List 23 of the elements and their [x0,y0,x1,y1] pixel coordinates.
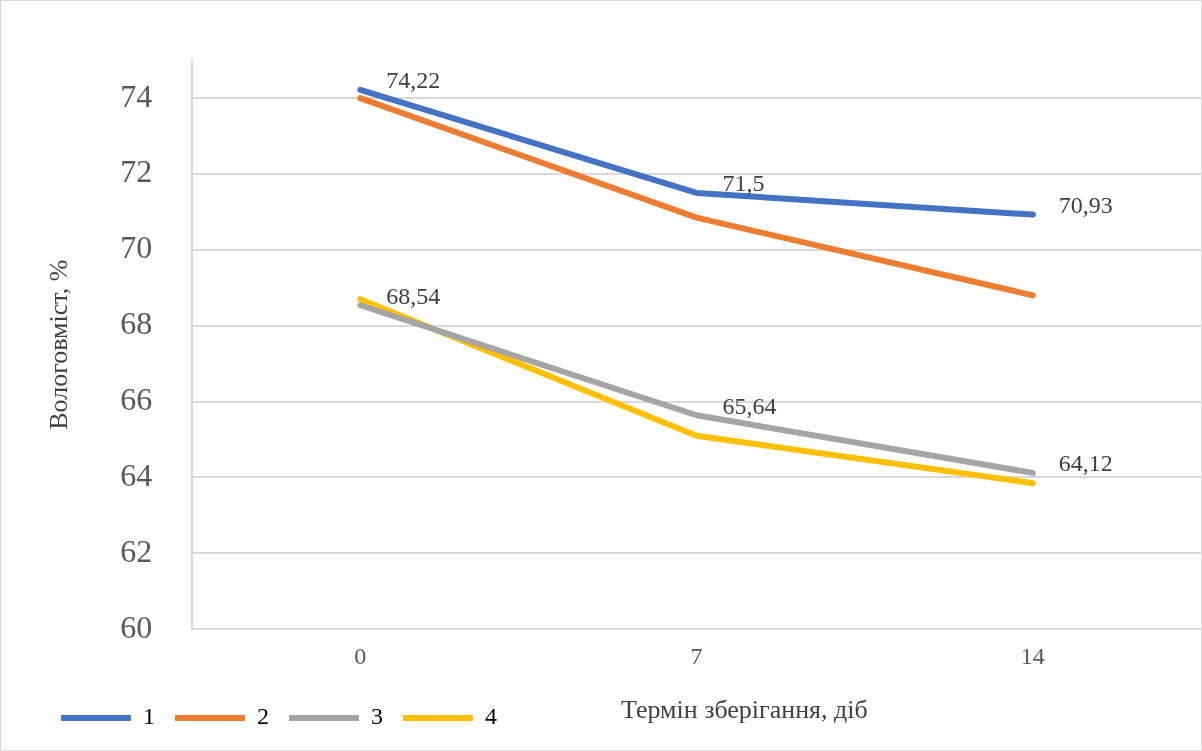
y-tick-label: 62 [120,532,153,569]
y-tick-label: 66 [120,381,153,418]
y-tick-label: 70 [120,229,153,266]
data-label: 71,5 [722,170,765,197]
y-tick-label: 72 [120,153,153,190]
y-tick-label: 74 [120,77,153,114]
data-label: 68,54 [386,282,441,309]
x-axis-title: Термін зберігання, діб [621,695,868,725]
data-label: 70,93 [1058,191,1113,218]
y-axis-title: Вологовміст, % [44,259,74,430]
legend-label: 3 [371,703,383,730]
legend-label: 1 [143,703,155,730]
data-label: 74,22 [386,67,441,94]
y-tick-label: 68 [120,305,153,342]
y-tick-label: 64 [120,456,153,493]
data-label: 64,12 [1058,450,1113,477]
y-tick-label: 60 [120,608,153,645]
x-tick-label: 0 [354,642,367,669]
x-tick-label: 14 [1020,642,1045,669]
x-tick-label: 7 [690,642,703,669]
data-label: 65,64 [722,392,777,419]
legend-label: 2 [257,703,269,730]
legend-label: 4 [485,703,497,730]
